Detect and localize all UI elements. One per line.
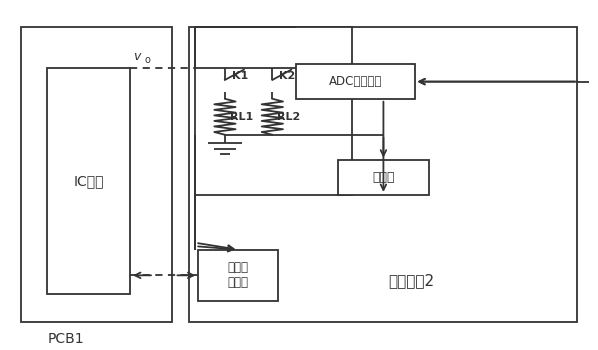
Bar xyxy=(47,68,130,294)
Text: o: o xyxy=(145,55,151,65)
Text: K2: K2 xyxy=(279,71,295,81)
Bar xyxy=(199,250,278,301)
Text: PCB1: PCB1 xyxy=(48,332,84,346)
Text: 处理器: 处理器 xyxy=(372,171,395,184)
Text: RL1: RL1 xyxy=(230,112,253,122)
Bar xyxy=(196,27,352,195)
Bar xyxy=(296,64,414,99)
Bar xyxy=(337,161,429,195)
Text: IC芯片: IC芯片 xyxy=(74,174,104,188)
Bar xyxy=(190,27,578,322)
Text: 系统通
信模块: 系统通 信模块 xyxy=(228,261,249,289)
Text: RL2: RL2 xyxy=(277,112,300,122)
Text: 校准电路2: 校准电路2 xyxy=(389,273,435,288)
Text: v: v xyxy=(133,50,141,63)
Text: ADC采样模块: ADC采样模块 xyxy=(328,75,382,88)
Text: K1: K1 xyxy=(232,71,248,81)
Bar xyxy=(20,27,172,322)
